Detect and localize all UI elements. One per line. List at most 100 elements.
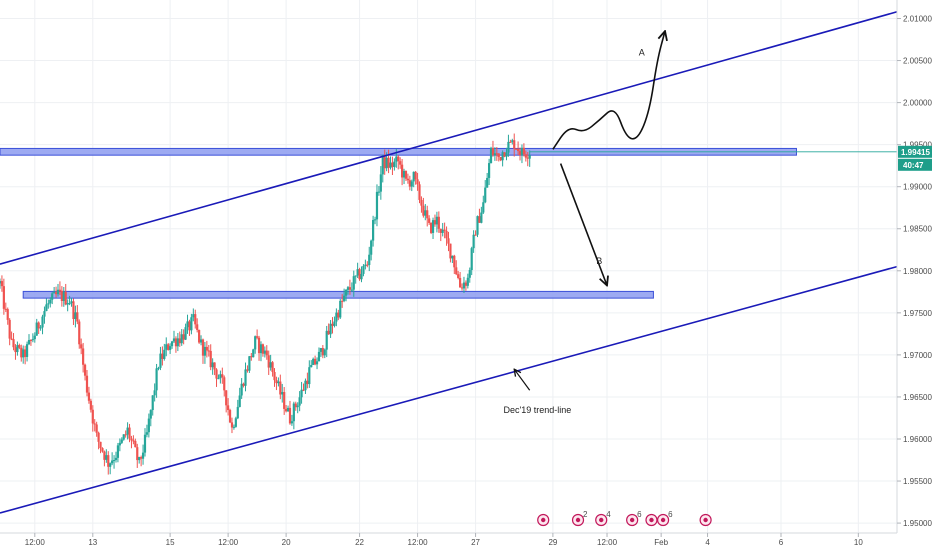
time-axis-label: 6 [779,538,784,547]
price-axis-label: 1.95500 [903,477,932,486]
candle-body [60,290,63,301]
candle-body [259,344,263,354]
time-axis-label: 20 [282,538,291,547]
support-zone[interactable] [22,290,654,299]
candle-body [49,299,52,304]
trendline-annotation-arrow[interactable] [514,369,531,391]
candle-body [321,348,324,356]
candle-body [314,358,317,365]
candle-body [78,321,81,345]
candle-body [199,339,203,343]
candle-body [449,243,452,259]
candle-body [319,348,323,352]
lower-channel[interactable] [0,265,898,514]
candle-body [501,152,504,161]
scenario-a-label: A [639,48,645,58]
candle-body [169,346,172,350]
candle-body [170,341,174,347]
candle-body [64,291,67,305]
candle-body [383,155,386,169]
candle-body [62,291,65,301]
bar-countdown: 40:47 [903,161,924,170]
candle-body [435,216,439,225]
candle-layer [0,133,531,475]
candle-body [209,350,212,368]
candle-body [489,147,493,164]
candle-body [478,216,481,223]
price-axis[interactable]: 2.01000 2.00500 2.00000 1.99500 1.99000 1.985… [897,15,932,529]
candle-body [420,199,423,206]
time-axis-label: 12:00 [218,538,239,547]
candle-body [116,445,120,458]
candle-body [283,392,286,409]
candle-body [335,312,338,322]
candle-body [246,369,249,371]
economic-event-dot [599,517,604,523]
candle-body [205,346,208,351]
candle-body [445,230,448,239]
candle-body [370,240,373,255]
candle-body [257,337,261,354]
scenario-b-arrow[interactable] [559,163,607,286]
candle-body [10,338,13,340]
economic-event-dot [703,517,708,523]
candle-body [145,432,149,435]
candle-body [263,350,266,354]
time-axis-label: 27 [471,538,480,547]
candle-body [341,300,344,302]
candle-body [387,157,390,168]
candle-body [242,383,245,386]
candle-body [143,434,147,453]
candle-body [404,170,408,179]
scenario-layer[interactable]: AB [552,31,665,286]
time-axis[interactable]: 12:00 13 15 12:00 20 22 12:00 27 29 12:00 Feb 4 6 10 [25,533,864,547]
candle-body [368,254,371,265]
candle-body [136,447,139,461]
candle-body [329,323,332,335]
candle-body [153,390,156,396]
candle-body [358,269,361,280]
candle-body [350,289,353,291]
event-layer[interactable]: 2 4 6 6 [537,510,712,527]
candle-body [279,381,282,395]
candle-body [470,248,473,271]
candle-body [0,281,4,287]
candle-body [354,275,357,277]
candle-body [22,349,25,358]
candle-body [495,153,498,155]
scenario-a-arrow[interactable] [552,31,665,150]
candle-body [366,264,369,266]
economic-event-dot [629,517,635,523]
trendline-annotation-label: Dec'19 trend-line [504,405,572,415]
candle-body [337,312,340,318]
candle-body [466,277,469,286]
candle-body [395,156,398,162]
candle-body [480,212,483,223]
candle-body [261,344,265,354]
candle-body [410,181,413,187]
time-axis-label: 12:00 [408,538,429,547]
annotation-layer[interactable]: Dec'19 trend-line [504,369,572,415]
candle-body [526,157,529,159]
channel-layer[interactable] [0,11,898,514]
candle-body [372,219,375,241]
candle-body [132,440,135,442]
candle-body [122,434,125,440]
economic-event-dot [575,517,581,523]
candle-body [344,289,348,296]
candle-body [14,347,17,353]
candle-body [172,338,176,342]
candle-body [360,273,363,280]
candle-body [165,344,168,350]
candle-body [439,228,442,233]
candle-body [180,334,183,344]
candle-body [292,403,295,422]
candle-body [520,147,524,156]
candle-body [385,157,388,169]
candle-body [493,153,496,156]
candle-body [426,210,429,219]
upper-channel[interactable] [0,11,898,265]
candle-body [215,369,218,379]
